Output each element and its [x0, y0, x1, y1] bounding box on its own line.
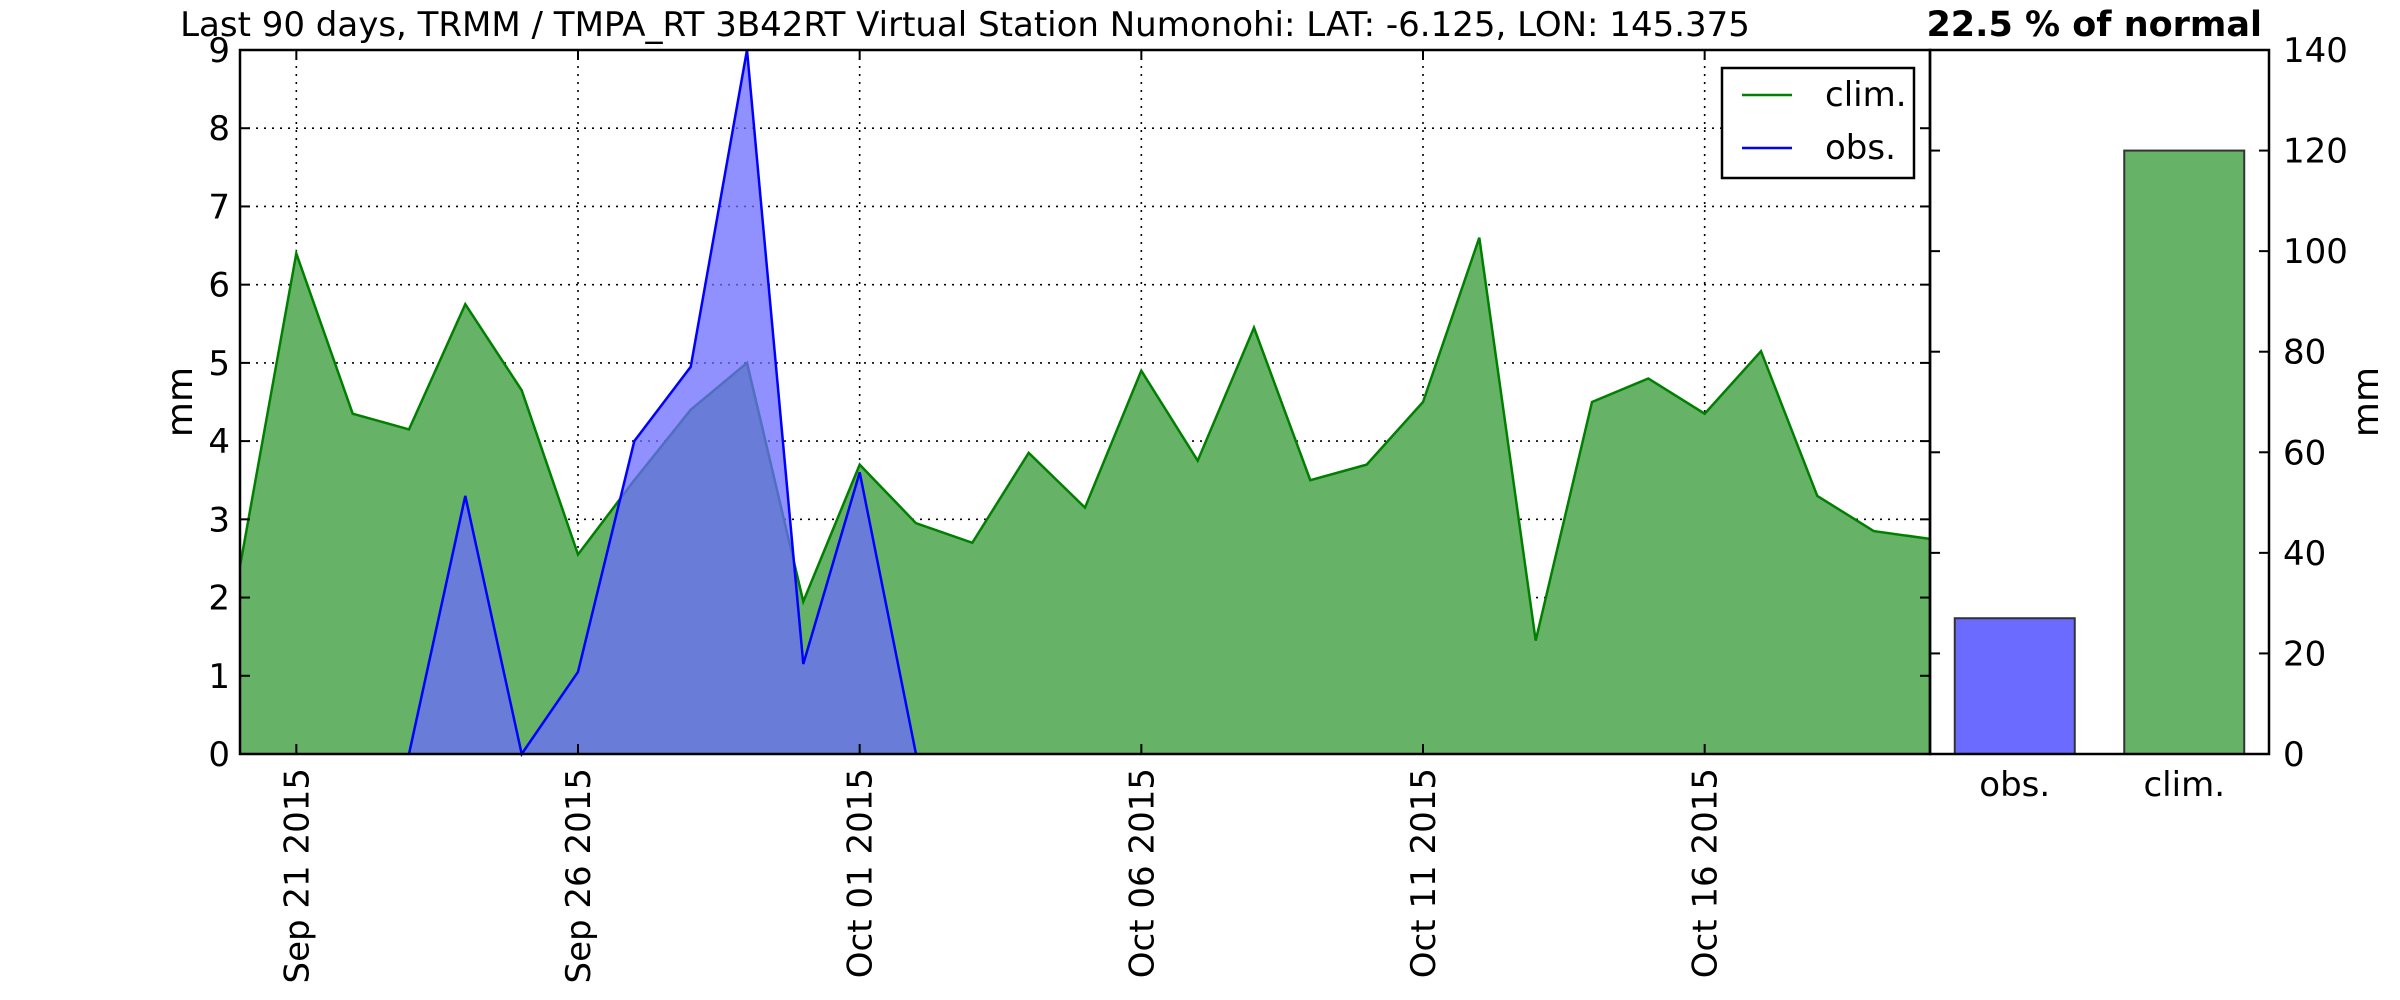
y-tick-label: 20: [2283, 634, 2326, 674]
area-fill-obs: [409, 50, 916, 754]
bar-category-label: clim.: [2143, 765, 2225, 805]
timeseries-y-ticks: 0 1 2 3 4 5 6 7 8 9: [208, 31, 1930, 775]
legend-box: [1720, 66, 1916, 180]
series-line-obs: [407, 49, 918, 758]
x-tick-label: Oct 16 2015: [1686, 768, 1726, 978]
legend: clim. obs.: [1720, 66, 1916, 180]
y-tick-label: 3: [208, 500, 230, 540]
y-tick-label: 9: [208, 31, 230, 71]
y-tick-label: 40: [2283, 534, 2326, 574]
x-tick-label: Sep 26 2015: [559, 768, 599, 984]
x-tick-label: Oct 06 2015: [1122, 768, 1162, 978]
legend-obs-label: obs.: [1825, 128, 1896, 168]
x-tick-label: Oct 01 2015: [841, 768, 881, 978]
totals-frame: [1928, 48, 2271, 756]
timeseries-areas: [238, 49, 1931, 758]
y-tick-label: 5: [208, 344, 230, 384]
bar-category-label: obs.: [1979, 765, 2050, 805]
totals-y-axis-label: mm: [2346, 367, 2387, 437]
totals-panel: 0 20 40 60 80 100 120 140 obs. clim. mm 22.5 % o…: [1926, 5, 2387, 805]
timeseries-panel: 0 1 2 3 4 5 6 7 8 9 Sep 21 2015 Sep 26 2015 Oct 01 …: [160, 5, 1932, 984]
x-tick-label: Oct 11 2015: [1404, 768, 1444, 978]
percent-of-normal: 22.5 % of normal: [1926, 5, 2262, 45]
x-tick-label: Sep 21 2015: [277, 768, 317, 984]
y-tick-label: 0: [2283, 735, 2305, 775]
y-tick-label: 80: [2283, 333, 2326, 373]
bar-clim: [2123, 149, 2246, 756]
y-tick-label: 60: [2283, 433, 2326, 473]
timeseries-x-ticks: Sep 21 2015 Sep 26 2015 Oct 01 2015 Oct 06 …: [277, 50, 1726, 984]
y-tick-label: 4: [208, 422, 230, 462]
y-tick-label: 2: [208, 579, 230, 619]
y-tick-label: 120: [2283, 132, 2348, 172]
timeseries-y-axis-label: mm: [160, 367, 201, 437]
y-tick-label: 100: [2283, 232, 2348, 272]
totals-bars: [1953, 149, 2246, 756]
chart-title: Last 90 days, TRMM / TMPA_RT 3B42RT Virt…: [180, 5, 1750, 45]
y-tick-label: 7: [208, 187, 230, 227]
totals-x-ticks: obs. clim.: [1979, 765, 2225, 805]
y-tick-label: 6: [208, 266, 230, 306]
bar-obs: [1953, 617, 2076, 755]
y-tick-label: 140: [2283, 31, 2348, 71]
legend-clim-label: clim.: [1825, 75, 1907, 115]
y-tick-label: 8: [208, 109, 230, 149]
totals-y-ticks: 0 20 40 60 80 100 120 140: [1930, 31, 2348, 775]
y-tick-label: 1: [208, 657, 230, 697]
y-tick-label: 0: [208, 735, 230, 775]
